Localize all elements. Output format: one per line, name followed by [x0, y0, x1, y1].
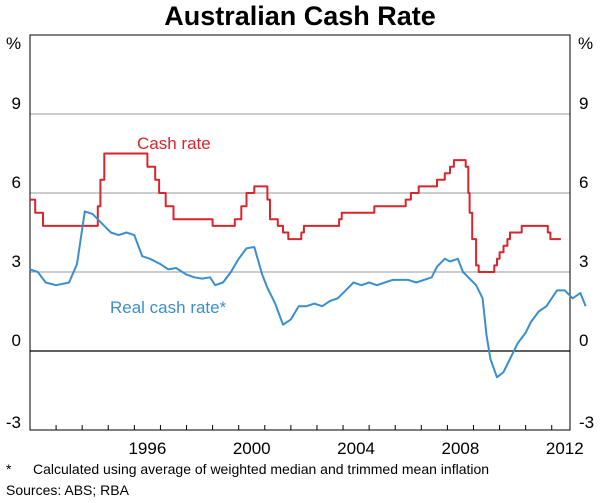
series-line-real-cash-rate: [29, 210, 587, 379]
series-label-cash-rate: Cash rate: [137, 134, 211, 153]
y-tick-label-right: 9: [579, 94, 588, 113]
y-tick-label-left: -3: [6, 413, 21, 432]
y-tick-label-right: -3: [579, 413, 594, 432]
y-axis-left: -3 0 3 6 9: [6, 94, 21, 432]
y-unit-left: %: [6, 34, 21, 53]
footnote-marker: *: [6, 461, 12, 477]
y-tick-label-left: 3: [12, 252, 21, 271]
y-axis-right: -3 0 3 6 9: [579, 94, 594, 432]
y-tick-label-right: 0: [579, 331, 588, 350]
x-axis: 1996 2000 2004 2008 2012: [29, 425, 584, 458]
x-tick-label: 1996: [128, 439, 166, 458]
sources-note: Sources: ABS; RBA: [6, 482, 129, 498]
chart-title: Australian Cash Rate: [164, 1, 436, 31]
x-tick-label: 2000: [233, 439, 271, 458]
y-tick-label-left: 0: [12, 331, 21, 350]
series-line-cash-rate: [30, 152, 561, 273]
y-tick-label-right: 3: [579, 252, 588, 271]
y-tick-label-left: 6: [12, 173, 21, 192]
series-label-real-cash-rate: Real cash rate*: [110, 298, 227, 317]
footnote-text: Calculated using average of weighted med…: [33, 461, 490, 477]
x-tick-label: 2012: [546, 439, 584, 458]
plot-frame: [29, 34, 571, 431]
plot-border: [29, 34, 571, 431]
footnote: * Calculated using average of weighted me…: [6, 461, 489, 477]
x-tick-label: 2004: [337, 439, 375, 458]
series-layer: [29, 152, 587, 379]
x-tick-label: 2008: [442, 439, 480, 458]
y-unit-right: %: [578, 34, 593, 53]
y-tick-label-left: 9: [12, 94, 21, 113]
y-tick-label-right: 6: [579, 173, 588, 192]
